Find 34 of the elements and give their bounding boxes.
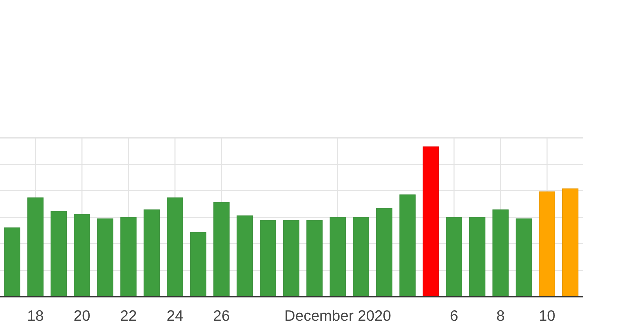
bar (74, 214, 90, 298)
bar (376, 208, 393, 298)
bar (353, 217, 370, 298)
bar (539, 192, 556, 298)
bar (120, 217, 137, 298)
bar (400, 194, 416, 298)
bar (144, 210, 160, 298)
x-tick-label: 6 (450, 308, 458, 325)
bar (50, 211, 68, 298)
x-tick-label: 22 (120, 308, 138, 325)
x-tick-label: 26 (213, 308, 230, 325)
bar (167, 198, 184, 298)
bar (516, 218, 532, 298)
bar (214, 202, 230, 298)
bar (97, 218, 114, 298)
bar (562, 188, 579, 298)
bar (260, 220, 276, 298)
x-tick-label: 20 (74, 308, 91, 325)
bar (422, 146, 440, 298)
bar (306, 220, 323, 298)
bar (236, 216, 254, 298)
x-tick-label: December 2020 (284, 308, 392, 325)
bar (283, 220, 300, 298)
x-tick-label: 8 (496, 308, 505, 325)
bar (190, 232, 207, 298)
bar (330, 217, 346, 298)
bar (469, 217, 486, 298)
x-tick-label: 24 (166, 308, 184, 325)
bar (28, 198, 44, 298)
bar (446, 217, 462, 298)
x-tick-label: 10 (538, 308, 556, 325)
x-tick-label: 18 (27, 308, 44, 325)
bar (4, 228, 21, 298)
bar (492, 210, 509, 298)
